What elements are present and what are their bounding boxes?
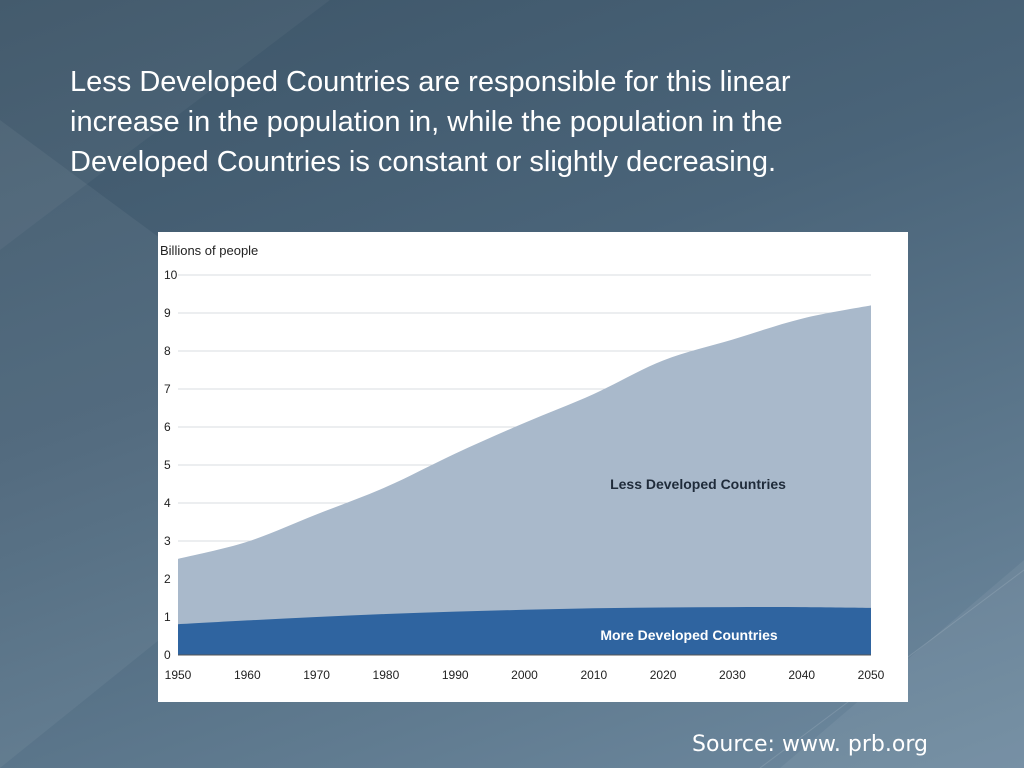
slide-headline: Less Developed Countries are responsible… xyxy=(70,62,970,182)
x-tick-label-2030: 2030 xyxy=(719,668,746,682)
y-tick-label-7: 7 xyxy=(164,382,171,396)
series-label-less-developed: Less Developed Countries xyxy=(610,476,786,492)
x-tick-label-2050: 2050 xyxy=(858,668,885,682)
x-tick-label-2020: 2020 xyxy=(650,668,677,682)
y-tick-label-5: 5 xyxy=(164,458,171,472)
series-label-more-developed: More Developed Countries xyxy=(600,627,778,643)
y-tick-label-3: 3 xyxy=(164,534,171,548)
headline-line-1: Less Developed Countries are responsible… xyxy=(70,62,970,102)
y-tick-label-4: 4 xyxy=(164,496,171,510)
population-chart-panel: 0 1 2 3 4 5 6 7 8 9 10 1950 1960 1970 1980 1990 2000 201… xyxy=(158,232,908,702)
x-tick-label-1960: 1960 xyxy=(234,668,261,682)
x-tick-label-2010: 2010 xyxy=(580,668,607,682)
x-tick-label-1990: 1990 xyxy=(442,668,469,682)
y-axis-tick-labels: 0 1 2 3 4 5 6 7 8 9 10 xyxy=(164,268,178,662)
y-tick-label-2: 2 xyxy=(164,572,171,586)
source-credit: Source: www. prb.org xyxy=(692,732,928,757)
x-tick-label-2040: 2040 xyxy=(788,668,815,682)
y-tick-label-8: 8 xyxy=(164,344,171,358)
x-tick-label-1980: 1980 xyxy=(373,668,400,682)
population-area-chart: 0 1 2 3 4 5 6 7 8 9 10 1950 1960 1970 1980 1990 2000 201… xyxy=(158,232,908,702)
y-tick-label-9: 9 xyxy=(164,306,171,320)
y-tick-label-0: 0 xyxy=(164,648,171,662)
headline-line-3: Developed Countries is constant or sligh… xyxy=(70,142,970,182)
y-axis-label: Billions of people xyxy=(160,243,258,258)
x-tick-label-1950: 1950 xyxy=(165,668,192,682)
headline-line-2: increase in the population in, while the… xyxy=(70,102,970,142)
y-tick-label-10: 10 xyxy=(164,268,178,282)
x-tick-label-1970: 1970 xyxy=(303,668,330,682)
y-tick-label-1: 1 xyxy=(164,610,171,624)
x-tick-label-2000: 2000 xyxy=(511,668,538,682)
x-axis-tick-labels: 1950 1960 1970 1980 1990 2000 2010 2020 2030 2040… xyxy=(165,668,885,682)
y-tick-label-6: 6 xyxy=(164,420,171,434)
